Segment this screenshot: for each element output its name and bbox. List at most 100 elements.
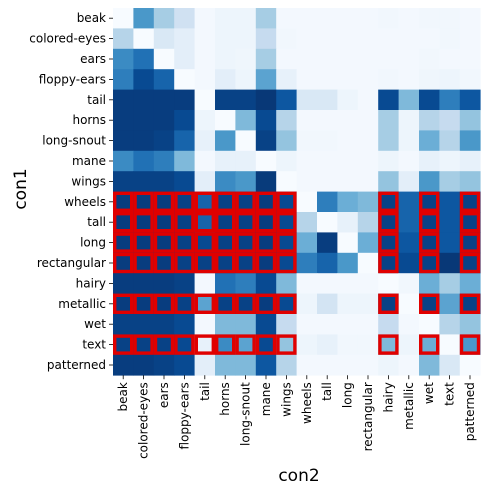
heatmap-cell	[194, 354, 216, 376]
highlight-box	[214, 293, 236, 314]
heatmap-cell	[255, 212, 277, 233]
heatmap-cell	[296, 28, 318, 50]
highlight-box	[459, 191, 481, 213]
heatmap-cell	[439, 171, 461, 192]
heatmap-cell	[398, 48, 420, 70]
highlight-box	[276, 293, 297, 314]
heatmap-cell	[296, 191, 318, 213]
heatmap-cell	[215, 171, 236, 192]
heatmap-cell	[235, 130, 257, 152]
highlight-box	[153, 191, 175, 213]
heatmap-cell	[113, 252, 134, 274]
highlight-box	[194, 252, 216, 274]
heatmap-cell	[459, 110, 481, 131]
highlight-box	[194, 293, 216, 314]
heatmap-cell	[398, 232, 420, 254]
highlight-box	[378, 293, 399, 314]
heatmap-cell	[439, 293, 461, 315]
row-tick-label: floppy-ears	[39, 72, 106, 86]
heatmap-cell	[317, 171, 338, 192]
col-tick-label: floppy-ears	[177, 382, 191, 449]
heatmap-cell	[215, 232, 236, 254]
heatmap-cell	[357, 273, 379, 294]
heatmap-cell	[378, 89, 399, 111]
heatmap-cell	[378, 8, 399, 29]
heatmap-cell	[133, 28, 155, 50]
highlight-box	[174, 252, 195, 274]
highlight-box	[194, 211, 216, 233]
heatmap-cell	[419, 314, 440, 335]
col-tick-label: wet	[422, 382, 436, 404]
heatmap-cell	[296, 334, 318, 356]
heatmap-cell	[296, 150, 318, 172]
heatmap-cell	[317, 212, 338, 233]
highlight-box	[276, 334, 297, 355]
heatmap-cell	[317, 191, 338, 213]
heatmap-cell	[174, 171, 195, 192]
heatmap-cell	[153, 150, 175, 172]
row-tick-label: tall	[87, 215, 106, 229]
heatmap-cell	[357, 334, 379, 356]
heatmap-cell	[398, 69, 420, 90]
row-tick-label: rectangular	[37, 256, 106, 270]
highlight-box	[378, 252, 399, 274]
highlight-box	[255, 211, 277, 233]
heatmap-cell	[215, 28, 236, 50]
heatmap-cell	[419, 273, 440, 294]
row-tick-label: patterned	[47, 358, 106, 372]
heatmap-cell	[215, 293, 236, 315]
heatmap-cell	[357, 171, 379, 192]
highlight-box	[112, 232, 134, 253]
heatmap-cell	[113, 69, 134, 90]
heatmap-cell	[419, 8, 440, 29]
row-tick-label: long-snout	[42, 134, 106, 148]
heatmap-cell	[337, 354, 359, 376]
heatmap-cell	[276, 48, 297, 70]
heatmap-cell	[276, 8, 297, 29]
y-axis-title: con1	[11, 168, 31, 209]
heatmap-cell	[153, 354, 175, 376]
heatmap-cell	[459, 191, 481, 213]
heatmap-cell	[113, 171, 134, 192]
row-tick-label: horns	[72, 113, 106, 127]
heatmap-cell	[439, 252, 461, 274]
heatmap-cell	[398, 354, 420, 376]
heatmap-cell	[419, 130, 440, 152]
heatmap-cell	[174, 334, 195, 356]
highlight-box	[133, 334, 154, 355]
row-tick-label: mane	[72, 154, 106, 168]
heatmap-cell	[419, 354, 440, 376]
heatmap-cell	[194, 232, 216, 254]
col-tick-label: wings	[279, 382, 293, 417]
heatmap-cell	[378, 354, 399, 376]
heatmap-cell	[133, 354, 155, 376]
heatmap-cell	[378, 293, 399, 315]
heatmap-cell	[255, 191, 277, 213]
highlight-box	[378, 232, 399, 253]
heatmap-cell	[337, 89, 359, 111]
heatmap-cell	[276, 212, 297, 233]
heatmap-cell	[153, 232, 175, 254]
heatmap-cell	[255, 252, 277, 274]
heatmap-cell	[194, 334, 216, 356]
heatmap-cell	[133, 171, 155, 192]
heatmap-cell	[296, 293, 318, 315]
heatmap-cell	[357, 314, 379, 335]
heatmap-cell	[133, 252, 155, 274]
heatmap-cell	[296, 130, 318, 152]
heatmap-cell	[215, 89, 236, 111]
highlight-box	[214, 334, 236, 355]
heatmap-cell	[174, 48, 195, 70]
heatmap-cell	[419, 69, 440, 90]
highlight-box	[459, 211, 481, 233]
heatmap-cell	[133, 191, 155, 213]
highlight-box	[153, 334, 175, 355]
heatmap-cell	[194, 28, 216, 50]
highlight-box	[235, 293, 256, 314]
heatmap-cell	[133, 232, 155, 254]
heatmap-cell	[317, 89, 338, 111]
highlight-box	[133, 252, 154, 274]
highlight-box	[419, 232, 440, 253]
heatmap-cell	[317, 232, 338, 254]
heatmap-cell	[255, 314, 277, 335]
